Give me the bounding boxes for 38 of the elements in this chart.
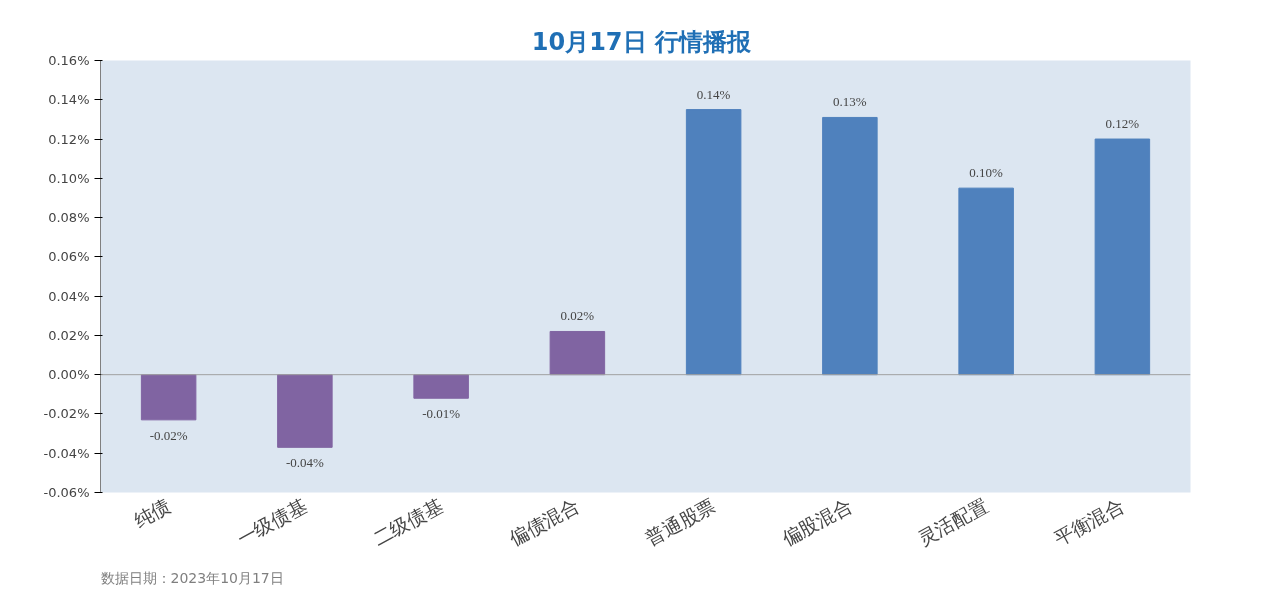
y-tick-label: 0.14% (48, 92, 90, 108)
x-tick-label: 二级债基 (369, 493, 447, 550)
y-tick-label: 0.08% (48, 210, 90, 226)
x-tick-label: 偏股混合 (777, 493, 856, 550)
y-tick-label: -0.02% (43, 406, 90, 422)
x-tick-label: 一级债基 (232, 493, 311, 550)
data-label: 0.02% (560, 308, 595, 324)
y-tick-label: 0.16% (48, 53, 90, 68)
data-label: -0.02% (149, 427, 188, 443)
bar (685, 109, 742, 376)
data-label: 0.14% (696, 86, 731, 102)
data-label: 0.13% (833, 94, 867, 110)
data-label: 0.10% (969, 165, 1004, 181)
x-tick-label: 普通股票 (641, 493, 719, 550)
x-tick-label: 灵活配置 (914, 493, 992, 550)
bar (1094, 138, 1151, 376)
y-tick-label: -0.06% (43, 485, 90, 500)
x-tick-label: 纯债 (130, 493, 174, 532)
data-label: 0.12% (1105, 116, 1140, 132)
data-label: -0.01% (422, 406, 461, 422)
y-tick-label: 0.00% (48, 367, 90, 383)
y-tick-label: 0.04% (48, 288, 90, 304)
bar (413, 374, 469, 399)
x-tick-label: 偏债混合 (505, 493, 583, 550)
bar (549, 330, 606, 376)
y-tick-label: 0.06% (48, 249, 90, 265)
y-tick-label: 0.12% (48, 131, 90, 147)
bar (277, 374, 333, 448)
data-label: -0.04% (285, 455, 324, 471)
text: 数据日期：2023年10月17日 (100, 569, 284, 586)
y-tick-label: 0.10% (48, 170, 90, 186)
bar (822, 116, 878, 376)
y-tick-label: -0.04% (43, 445, 90, 461)
bar (958, 187, 1014, 376)
bar (140, 374, 197, 421)
y-tick-label: 0.02% (48, 327, 90, 343)
x-tick-label: 平衡混合 (1050, 493, 1128, 550)
chart-title: 10月17日 行情播报 (531, 27, 752, 56)
